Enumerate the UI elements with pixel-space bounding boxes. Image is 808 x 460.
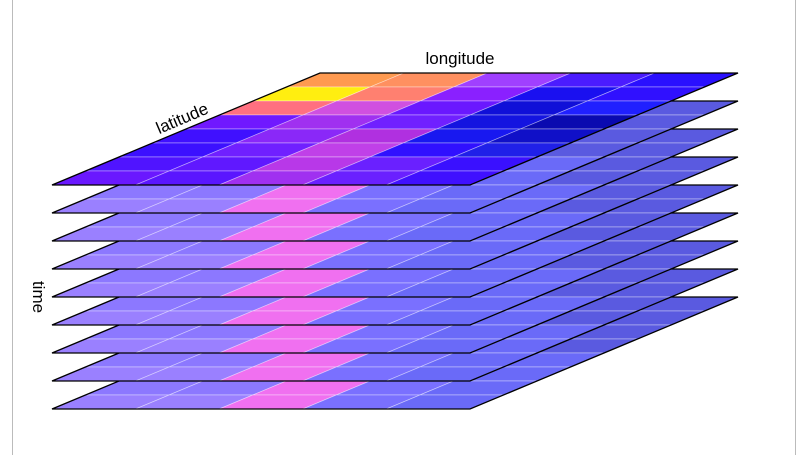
layers	[51, 72, 739, 410]
time-label: time	[29, 281, 48, 313]
frame	[12, 0, 796, 460]
layer-outline	[51, 72, 739, 186]
longitude-label: longitude	[425, 49, 494, 68]
